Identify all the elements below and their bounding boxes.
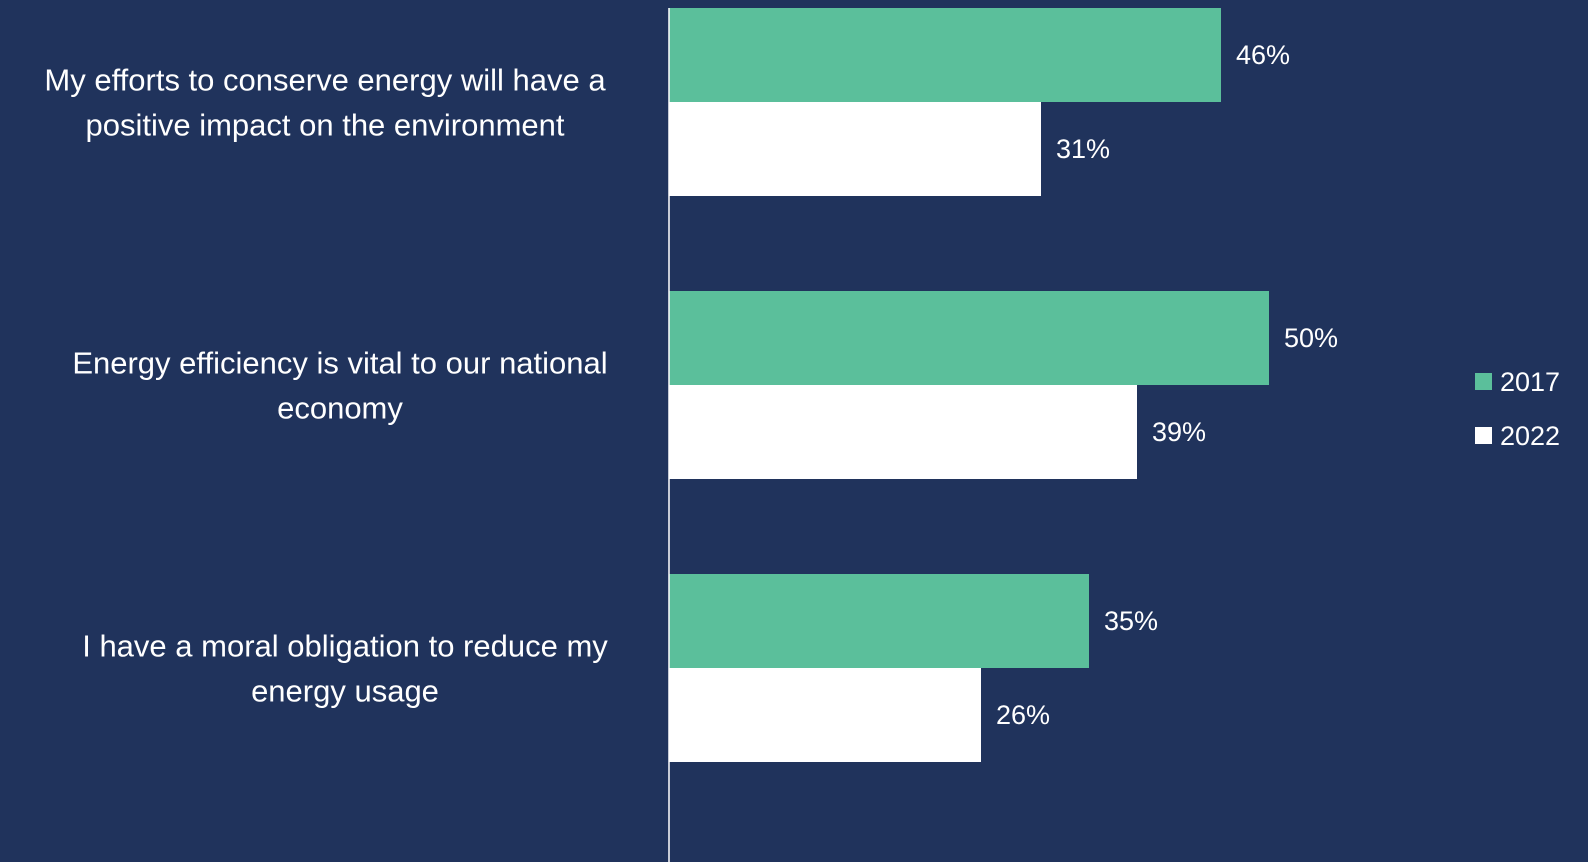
data-label-2022-2: 39% bbox=[1152, 417, 1206, 447]
category-labels-group: My efforts to conserve energy will have … bbox=[44, 63, 608, 709]
legend-label-2022: 2022 bbox=[1500, 421, 1560, 451]
bar-2017-3 bbox=[669, 574, 1089, 668]
category-label-1: My efforts to conserve energy will have … bbox=[44, 63, 606, 143]
data-label-2022-3: 26% bbox=[996, 700, 1050, 730]
legend-label-2017: 2017 bbox=[1500, 367, 1560, 397]
bar-2017-1 bbox=[669, 8, 1221, 102]
category-label-line: Energy efficiency is vital to our nation… bbox=[72, 346, 607, 381]
category-label-line: My efforts to conserve energy will have … bbox=[44, 63, 606, 98]
bar-2017-2 bbox=[669, 291, 1269, 385]
data-labels-group: 46% 31% 50% 39% 35% 26% bbox=[996, 40, 1338, 730]
bars-group bbox=[669, 8, 1269, 762]
category-label-line: I have a moral obligation to reduce my bbox=[82, 629, 608, 664]
bar-2022-3 bbox=[669, 668, 981, 762]
data-label-2017-3: 35% bbox=[1104, 606, 1158, 636]
bar-2022-1 bbox=[669, 102, 1041, 196]
category-label-line: energy usage bbox=[251, 674, 439, 709]
legend-swatch-2022 bbox=[1475, 427, 1492, 444]
data-label-2017-1: 46% bbox=[1236, 40, 1290, 70]
category-label-2: Energy efficiency is vital to our nation… bbox=[72, 346, 607, 426]
data-label-2022-1: 31% bbox=[1056, 134, 1110, 164]
legend: 2017 2022 bbox=[1475, 367, 1560, 451]
bar-2022-2 bbox=[669, 385, 1137, 479]
data-label-2017-2: 50% bbox=[1284, 323, 1338, 353]
legend-swatch-2017 bbox=[1475, 373, 1492, 390]
category-label-line: economy bbox=[277, 391, 403, 426]
category-label-line: positive impact on the environment bbox=[85, 108, 564, 143]
category-label-3: I have a moral obligation to reduce my en… bbox=[82, 629, 608, 709]
